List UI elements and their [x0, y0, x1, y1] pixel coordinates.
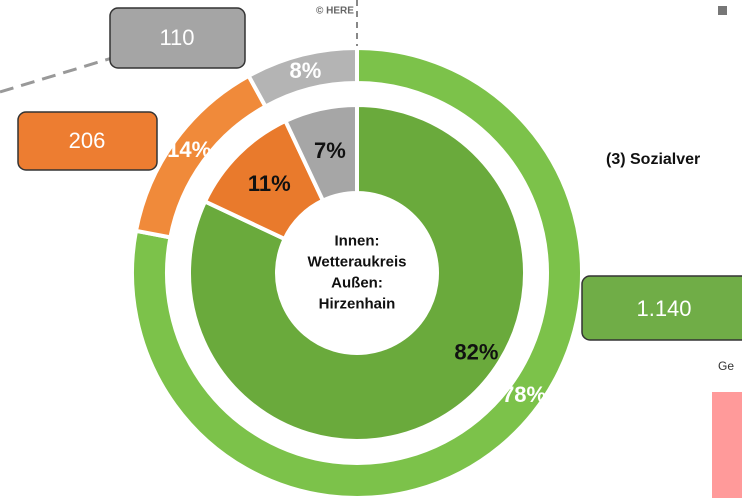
side-title: (3) Sozialver — [606, 151, 700, 168]
callout-box — [109, 7, 246, 69]
data-label: 78% — [502, 382, 546, 407]
center-label: Hirzenhain — [319, 295, 396, 312]
callout-value: 1.140 — [636, 296, 691, 321]
center-label: Wetteraukreis — [308, 253, 407, 270]
callout-value: 206 — [69, 128, 106, 153]
credit: © HERE — [316, 6, 354, 17]
center-label: Innen: — [335, 232, 380, 249]
side-bar — [712, 392, 742, 498]
callout-value: 110 — [159, 25, 194, 50]
donut-hole — [277, 193, 437, 353]
callout-box — [17, 111, 158, 171]
data-label: 8% — [289, 58, 321, 83]
callout-box — [581, 275, 742, 341]
data-label: 82% — [454, 339, 498, 364]
data-label: 14% — [167, 137, 211, 162]
legend-icon — [718, 6, 727, 15]
data-label: 7% — [314, 138, 346, 163]
donut-slice — [130, 45, 584, 498]
donut-slice — [245, 45, 359, 110]
leader-line — [0, 56, 113, 94]
center-label: Außen: — [331, 274, 383, 291]
side-note: Ge — [718, 359, 734, 373]
data-label: 11% — [248, 171, 291, 196]
